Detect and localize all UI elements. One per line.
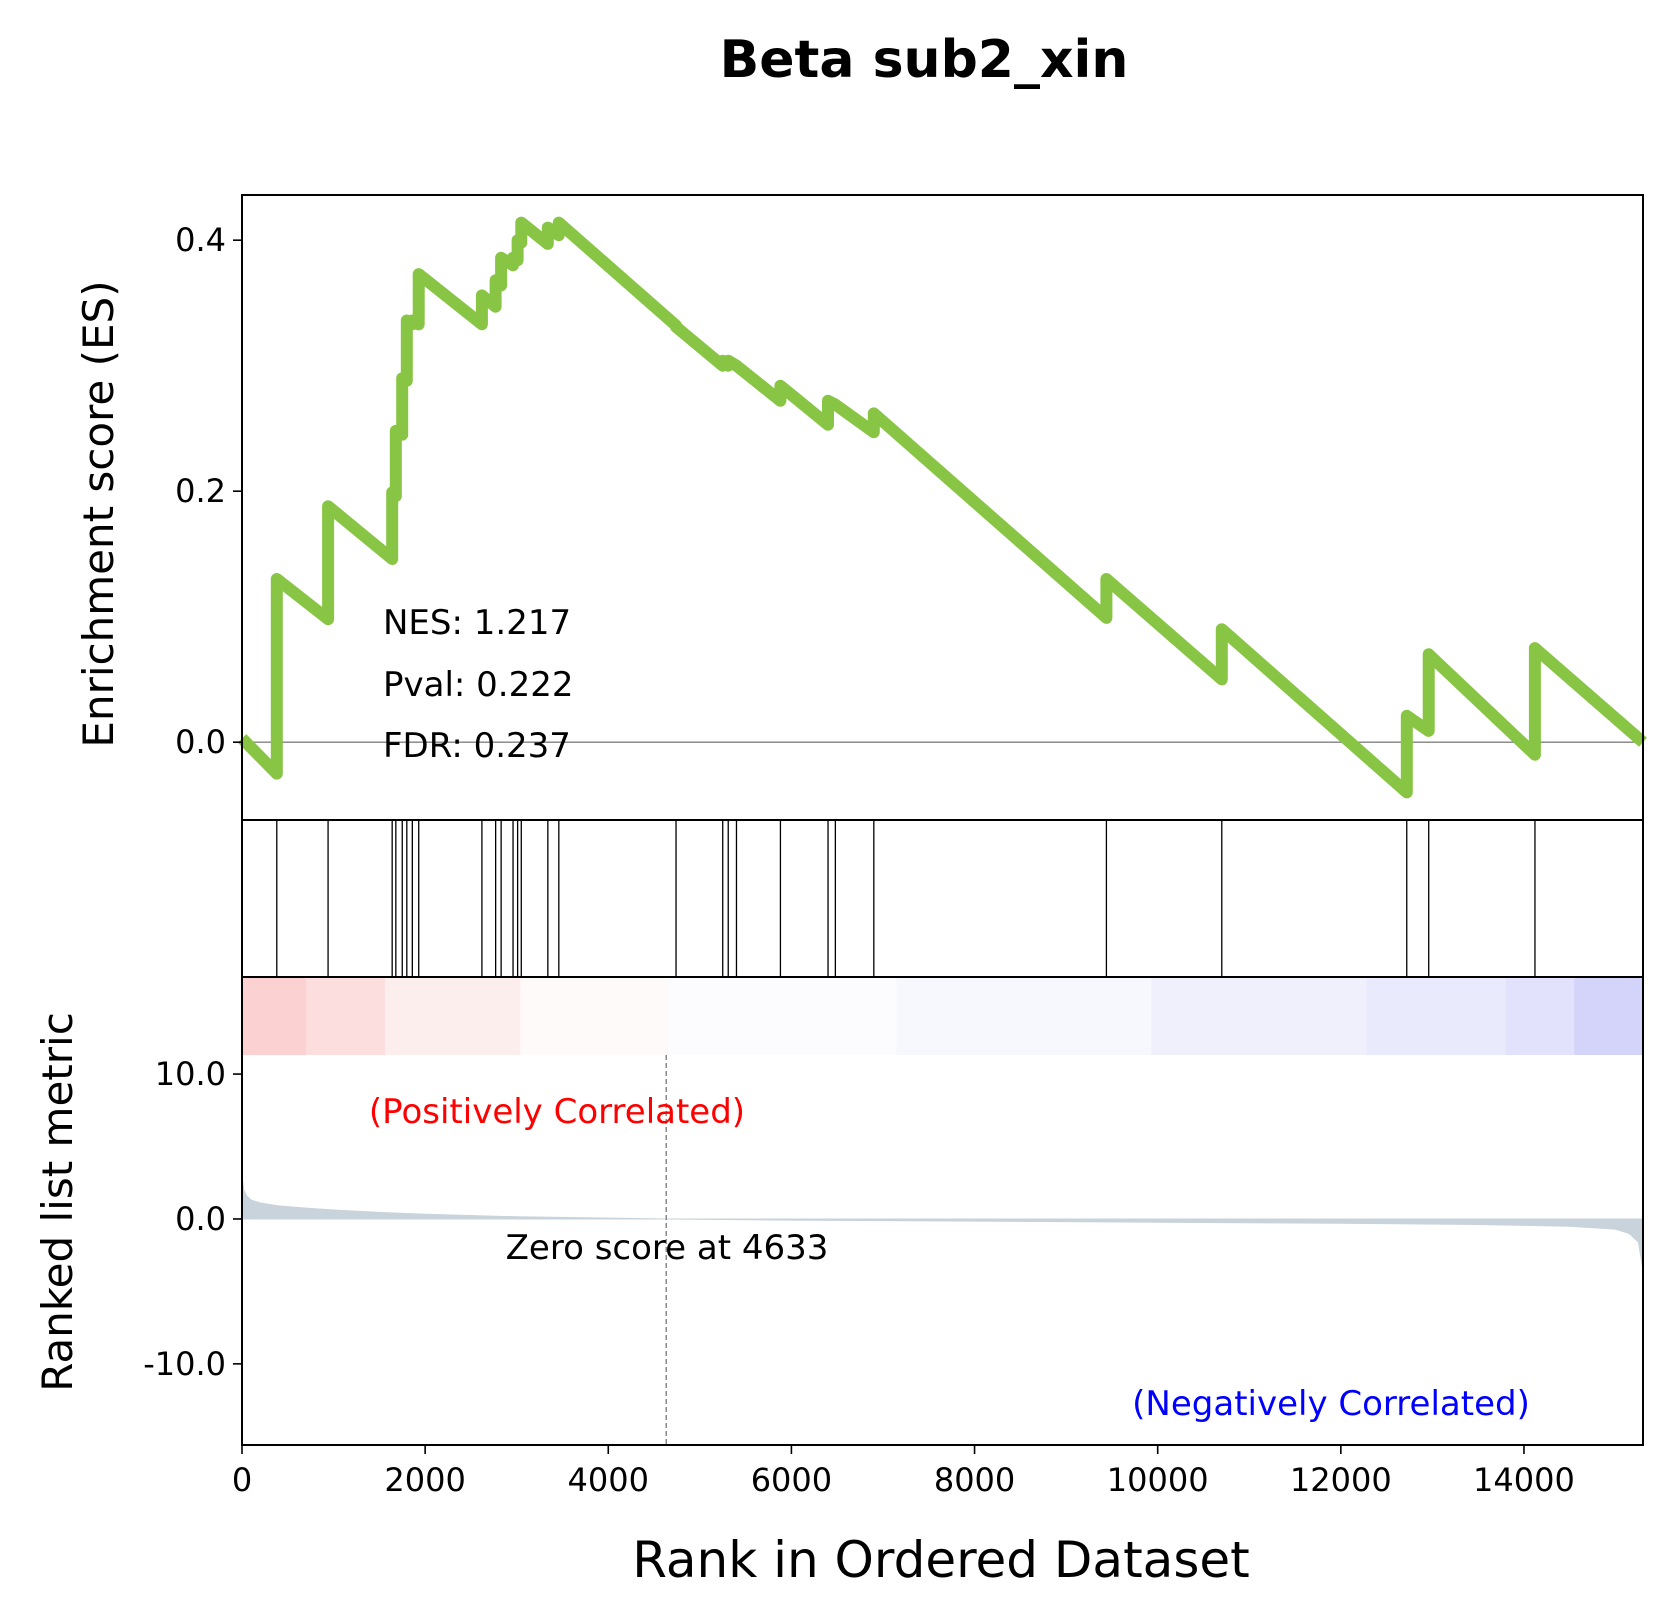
heatmap-cell	[384, 977, 521, 1055]
es-ytick-label: 0.4	[175, 221, 226, 259]
x-axis-label: Rank in Ordered Dataset	[632, 1531, 1249, 1589]
heatmap-cell	[896, 977, 1152, 1055]
rank-ytick-label: 10.0	[155, 1055, 226, 1093]
es-curve	[237, 216, 1647, 799]
rank-ytick-label: -10.0	[143, 1345, 226, 1383]
pval-annotation: Pval: 0.222	[383, 665, 574, 705]
x-tick-label: 6000	[751, 1461, 832, 1499]
nes-annotation: NES: 1.217	[383, 603, 571, 643]
es-ylabel: Enrichment score (ES)	[74, 280, 123, 747]
zero-score-label: Zero score at 4633	[506, 1228, 829, 1268]
rank-ylabel: Ranked list metric	[33, 1012, 82, 1392]
fdr-annotation: FDR: 0.237	[383, 726, 571, 766]
hits-panel	[241, 819, 1644, 978]
rank-frame	[241, 976, 1644, 1446]
rank-panel: 10.0 0.0 -10.0 0 2000 4000 6000 8000 10000 12000 1…	[143, 976, 1644, 1499]
x-tick-label: 8000	[934, 1461, 1015, 1499]
heatmap-cell	[1505, 977, 1575, 1055]
x-tick-label: 4000	[568, 1461, 649, 1499]
x-tick-label: 0	[232, 1461, 252, 1499]
es-ytick-label: 0.0	[175, 723, 226, 761]
heatmap-cell	[306, 977, 386, 1055]
es-panel: 0.0 0.2 0.4	[175, 194, 1647, 821]
chart-title: Beta sub2_xin	[720, 30, 1129, 90]
x-tick-label: 12000	[1290, 1461, 1392, 1499]
x-tick-label: 10000	[1107, 1461, 1209, 1499]
heatmap-cell	[1366, 977, 1507, 1055]
heatmap-cell	[242, 977, 307, 1055]
es-ytick-label: 0.2	[175, 472, 226, 510]
heatmap-cell	[1574, 977, 1644, 1055]
negatively-correlated-label: (Negatively Correlated)	[1132, 1384, 1530, 1424]
heatmap-cell	[667, 977, 898, 1055]
positively-correlated-label: (Positively Correlated)	[369, 1092, 745, 1132]
x-tick-label: 14000	[1473, 1461, 1575, 1499]
rank-ytick-label: 0.0	[175, 1200, 226, 1238]
x-tick-label: 2000	[384, 1461, 465, 1499]
heatmap-cell	[1151, 977, 1367, 1055]
heatmap-cell	[520, 977, 669, 1055]
